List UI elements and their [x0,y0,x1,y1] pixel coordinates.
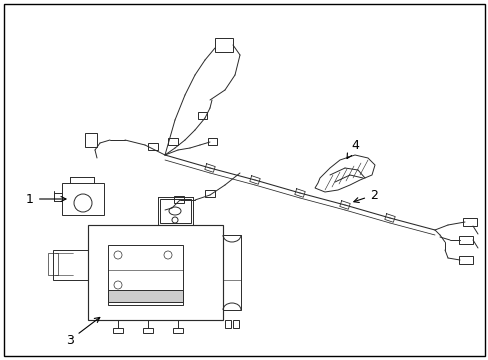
Bar [142,328,153,333]
Bar [62,183,104,215]
Bar [88,225,223,320]
Bar [224,320,230,328]
Bar [53,250,88,280]
Bar [207,138,217,145]
Text: 1: 1 [26,193,66,206]
Bar [215,38,232,52]
Bar [148,143,158,150]
Bar [232,320,239,328]
Bar [204,190,215,197]
Bar [85,133,97,147]
Bar [48,253,58,275]
Bar [174,196,183,203]
Bar [458,236,472,244]
Bar [198,112,206,119]
Bar [223,235,241,310]
Text: 3: 3 [66,318,100,346]
Bar [458,256,472,264]
Bar [108,290,183,302]
Bar [168,138,178,145]
Bar [160,199,191,223]
Bar [113,328,123,333]
Bar [173,328,183,333]
Bar [462,218,476,226]
Bar [108,245,183,305]
Text: 4: 4 [346,139,358,158]
Text: 2: 2 [353,189,377,203]
